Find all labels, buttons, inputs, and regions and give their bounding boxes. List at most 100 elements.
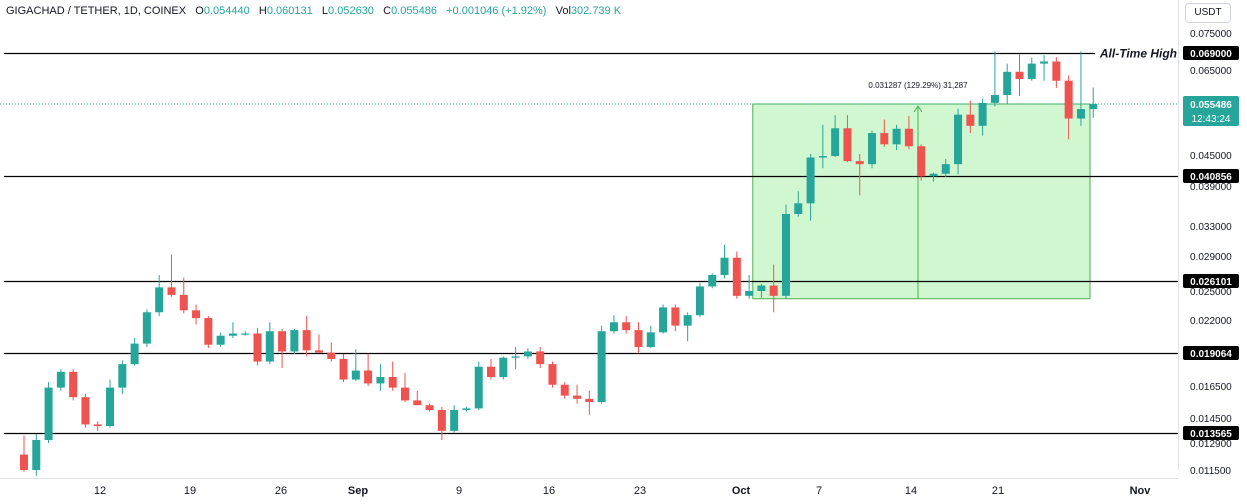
candle bbox=[646, 325, 655, 349]
close-label: C bbox=[383, 5, 392, 17]
countdown-label: 12:43:24 bbox=[1192, 114, 1231, 125]
candle-body bbox=[781, 214, 790, 296]
x-tick-label: 21 bbox=[992, 485, 1004, 497]
candle-body bbox=[695, 286, 704, 316]
candle-body bbox=[474, 366, 483, 409]
candle-body bbox=[278, 331, 287, 352]
y-tick-label: 0.045000 bbox=[1190, 151, 1232, 162]
candle-body bbox=[462, 408, 471, 410]
candle bbox=[634, 322, 643, 353]
candle-body bbox=[523, 351, 532, 357]
candle-body bbox=[81, 397, 90, 425]
candle-body bbox=[32, 439, 41, 470]
candle bbox=[376, 364, 385, 391]
candle-body bbox=[20, 454, 28, 470]
candle bbox=[462, 406, 471, 412]
x-tick-label: 23 bbox=[634, 485, 646, 497]
candle bbox=[831, 115, 840, 158]
candle bbox=[400, 373, 409, 402]
candle bbox=[278, 328, 287, 368]
candle bbox=[1040, 55, 1049, 81]
candle bbox=[265, 322, 274, 365]
level-price-tag bbox=[1183, 169, 1239, 183]
low-label: L bbox=[321, 5, 329, 17]
candle-body bbox=[769, 285, 778, 296]
volume-value: 302.739 K bbox=[570, 5, 622, 17]
measure-label: 0.031287 (129.29%) 31,287 bbox=[868, 81, 968, 90]
candle bbox=[1064, 75, 1073, 140]
candle-body bbox=[941, 164, 950, 174]
candle-body bbox=[364, 370, 373, 384]
candle-body bbox=[831, 128, 840, 157]
candle-body bbox=[204, 318, 213, 345]
candle-body bbox=[806, 157, 815, 204]
candle bbox=[757, 283, 766, 298]
candle-body bbox=[450, 410, 459, 431]
candle-body bbox=[880, 133, 889, 145]
y-tick-label: 0.011500 bbox=[1190, 466, 1231, 477]
candle bbox=[966, 100, 975, 134]
candle-body bbox=[106, 387, 115, 427]
candle-body bbox=[413, 400, 422, 406]
y-tick-label: 0.039000 bbox=[1190, 182, 1232, 193]
candle-body bbox=[659, 307, 668, 333]
candle bbox=[585, 390, 594, 415]
candle-body bbox=[683, 315, 692, 326]
measure-range-box bbox=[752, 103, 1091, 300]
candle-body bbox=[192, 310, 201, 319]
candle-body bbox=[118, 364, 127, 388]
candle-body bbox=[794, 203, 803, 214]
candle-body bbox=[487, 366, 496, 377]
candle-body bbox=[1015, 71, 1024, 79]
candle-body bbox=[253, 333, 262, 362]
candle bbox=[1052, 57, 1061, 88]
candle-body bbox=[1027, 63, 1036, 79]
candle bbox=[228, 322, 237, 338]
candle bbox=[487, 358, 496, 380]
candle-body bbox=[720, 257, 729, 275]
candle bbox=[118, 360, 127, 394]
open-label: O bbox=[195, 5, 204, 17]
candle-body bbox=[954, 114, 963, 165]
candle-body bbox=[1089, 103, 1098, 110]
candle-body bbox=[634, 330, 643, 347]
y-tick-label: 0.033000 bbox=[1190, 222, 1232, 233]
candle bbox=[941, 159, 950, 177]
candle-body bbox=[1052, 61, 1061, 81]
x-tick-label: Sep bbox=[348, 485, 368, 497]
candle-body bbox=[1076, 109, 1085, 119]
candle bbox=[499, 356, 508, 380]
candle bbox=[167, 254, 176, 297]
candle bbox=[1089, 87, 1098, 118]
candle-body bbox=[732, 257, 741, 296]
candle bbox=[855, 154, 864, 196]
candle bbox=[954, 108, 963, 175]
candle-body bbox=[990, 95, 999, 103]
candle-body bbox=[327, 352, 336, 359]
candle bbox=[720, 244, 729, 279]
candle bbox=[868, 130, 877, 169]
candle-body bbox=[130, 343, 139, 365]
candle bbox=[1015, 54, 1024, 97]
candle-body bbox=[597, 331, 606, 402]
candle-body bbox=[167, 287, 176, 295]
current-price-tag bbox=[1183, 96, 1239, 126]
candle-body bbox=[314, 350, 323, 353]
candle bbox=[781, 204, 790, 299]
candle bbox=[425, 403, 434, 412]
candle bbox=[560, 382, 569, 399]
candle-body bbox=[966, 114, 975, 126]
candle bbox=[769, 264, 778, 313]
candle bbox=[241, 331, 250, 336]
candle-body bbox=[855, 161, 864, 165]
candle-body bbox=[376, 376, 385, 384]
candle-body bbox=[892, 128, 901, 145]
candle-body bbox=[44, 387, 53, 440]
currency-button[interactable]: USDT bbox=[1185, 3, 1231, 23]
candle-body bbox=[351, 370, 360, 380]
change-value: +0.001046 (+1.92%) bbox=[446, 5, 547, 17]
level-price-tag-label: 0.019064 bbox=[1190, 349, 1232, 360]
candle-body bbox=[400, 387, 409, 401]
candle bbox=[806, 154, 815, 221]
